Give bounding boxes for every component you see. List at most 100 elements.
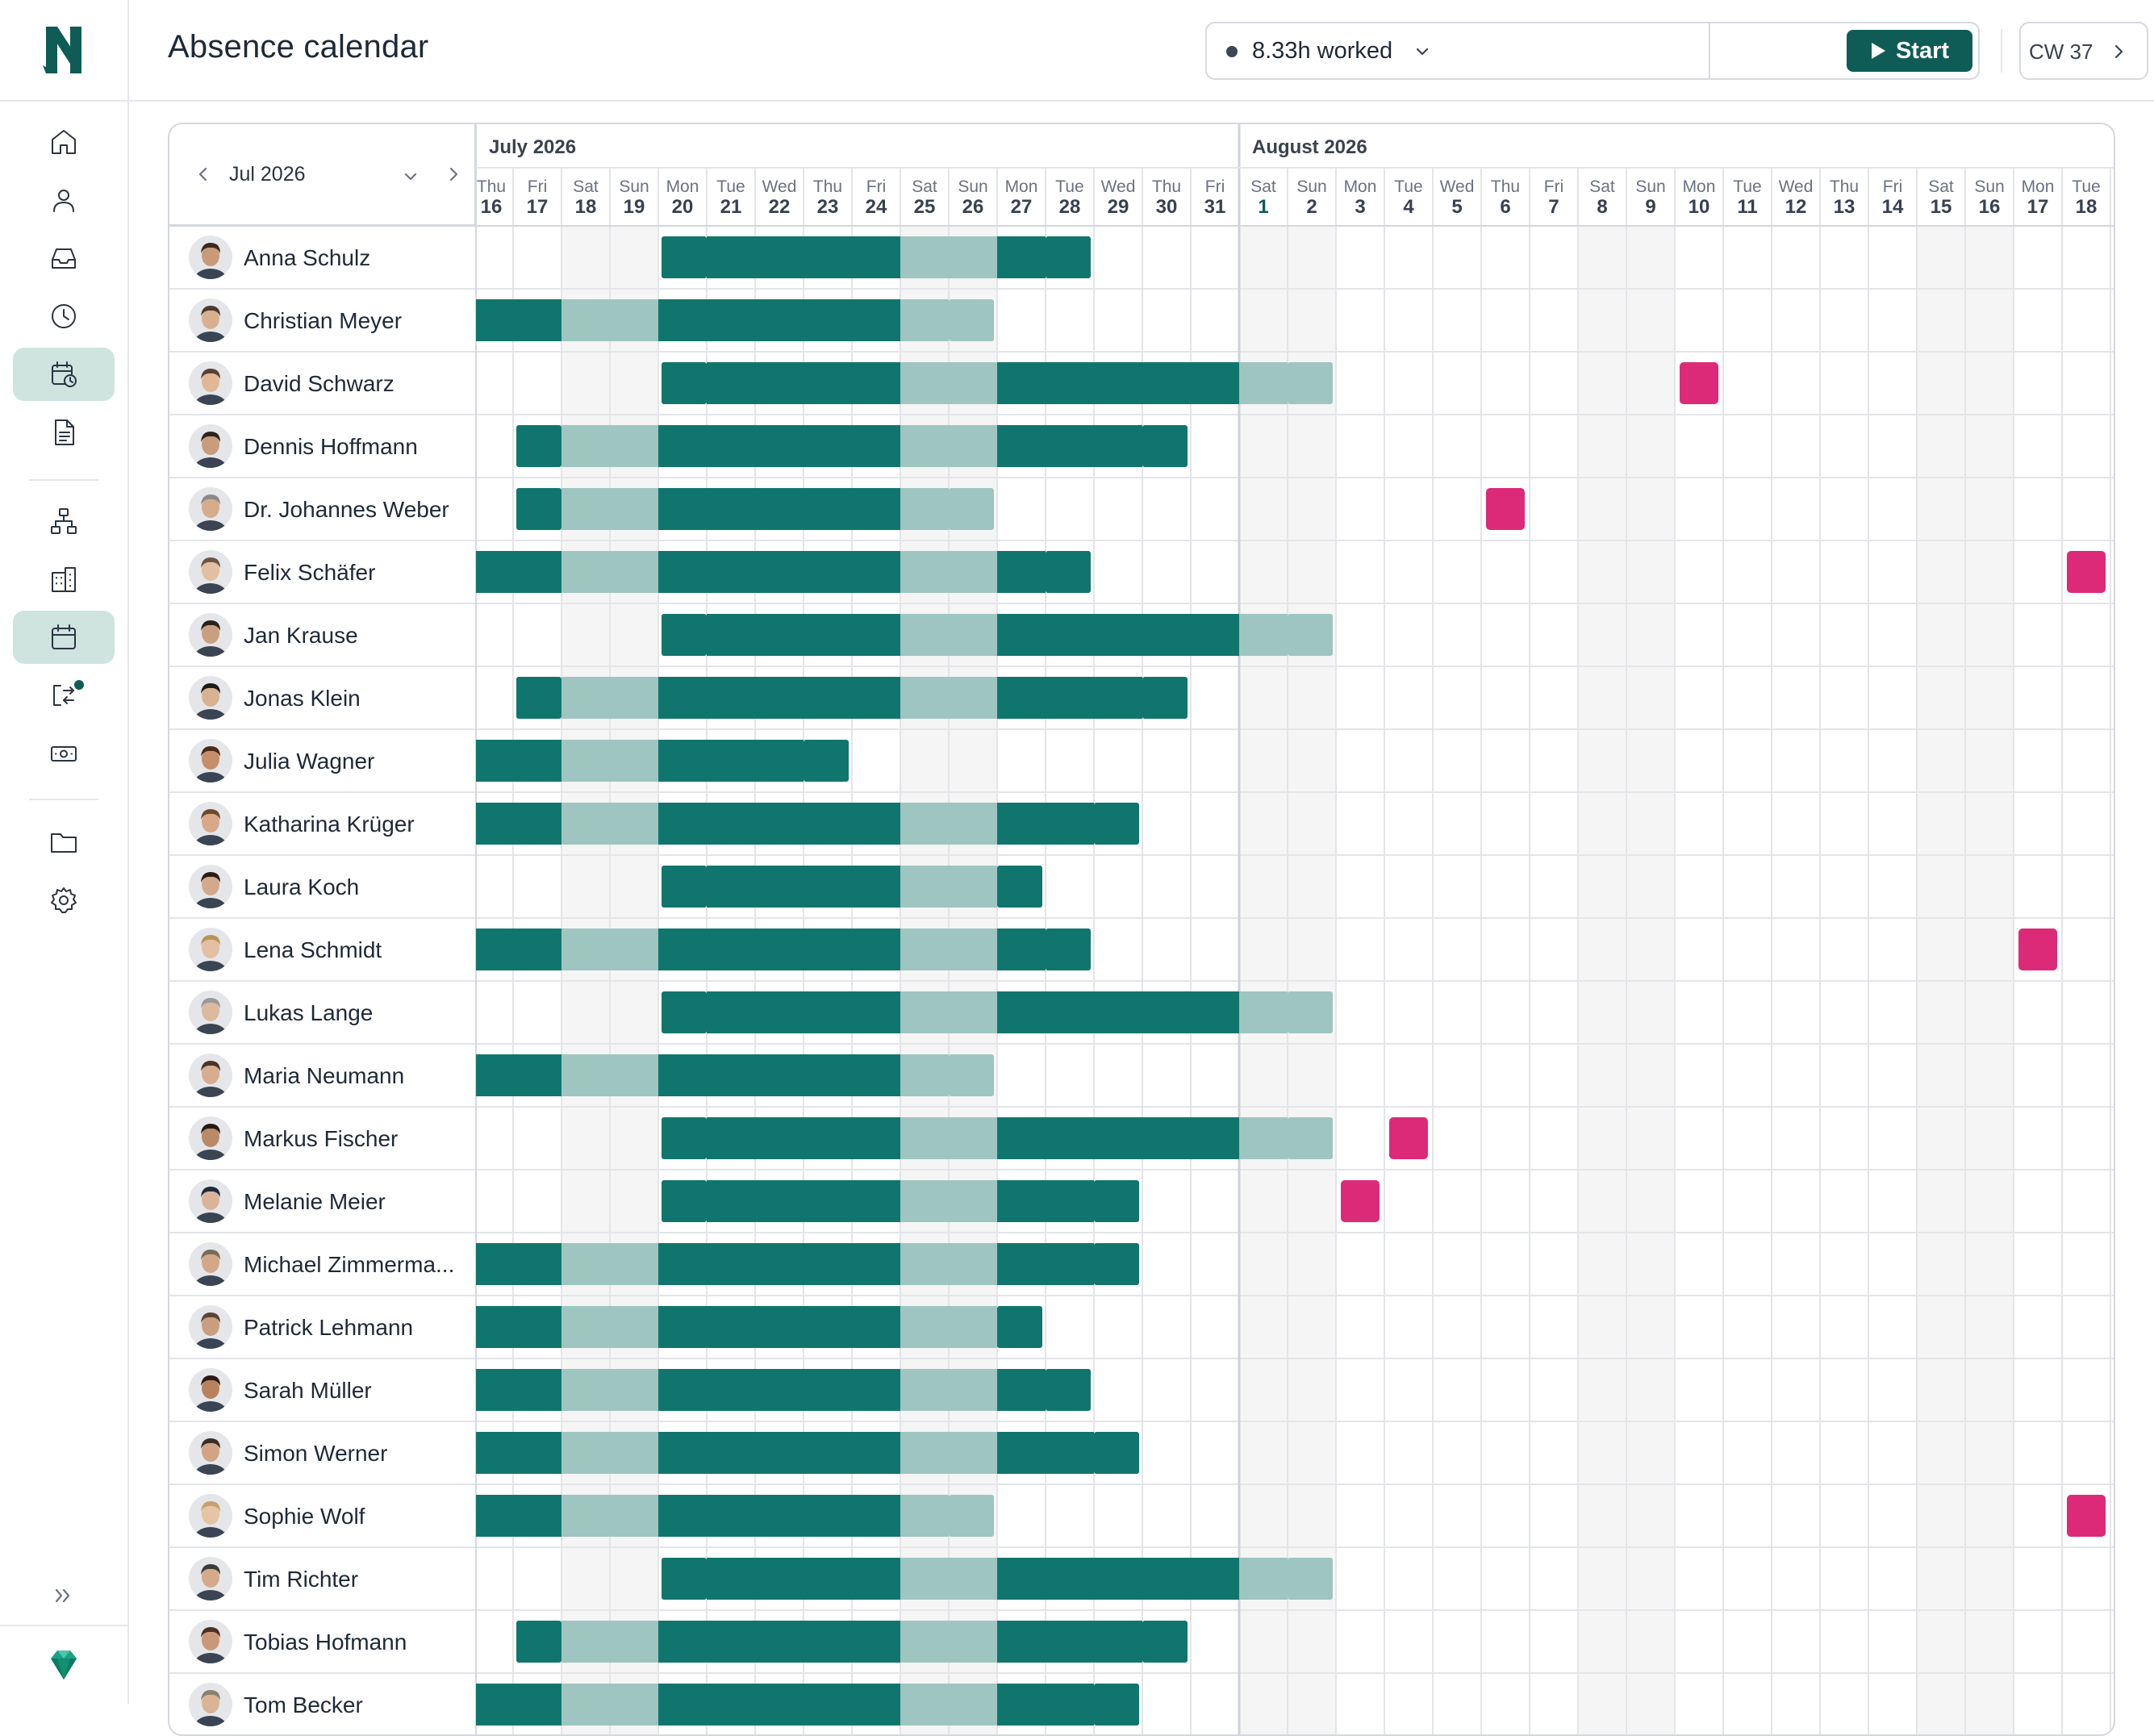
absence-bar-segment[interactable]: [561, 1243, 610, 1285]
absence-bar-segment[interactable]: [707, 866, 755, 908]
absence-bar-segment[interactable]: [949, 551, 997, 593]
absence-bar-segment[interactable]: [476, 299, 513, 341]
sick-day-marker[interactable]: [2067, 1495, 2106, 1537]
absence-bar-segment[interactable]: [900, 236, 949, 278]
absence-bar-segment[interactable]: [610, 1621, 658, 1663]
absence-bar-segment[interactable]: [707, 299, 755, 341]
employee-name[interactable]: Sophie Wolf: [244, 1504, 365, 1529]
absence-bar-segment[interactable]: [1288, 1117, 1333, 1159]
absence-bar-segment[interactable]: [852, 929, 900, 970]
absence-bar-segment[interactable]: [1046, 614, 1094, 656]
absence-bar-segment[interactable]: [1094, 803, 1139, 845]
absence-bar-segment[interactable]: [949, 425, 997, 467]
absence-bar-segment[interactable]: [561, 1369, 610, 1411]
absence-bar-segment[interactable]: [561, 677, 610, 719]
absence-bar-segment[interactable]: [1046, 362, 1094, 404]
chevron-down-icon[interactable]: [1410, 40, 1434, 64]
absence-bar-segment[interactable]: [755, 1306, 804, 1348]
employee-name[interactable]: Michael Zimmerma...: [244, 1252, 455, 1277]
absence-bar-segment[interactable]: [997, 1432, 1046, 1474]
absence-bar-segment[interactable]: [1239, 1558, 1288, 1600]
absence-bar-segment[interactable]: [662, 1180, 707, 1222]
absence-bar-segment[interactable]: [662, 866, 707, 908]
absence-bar-segment[interactable]: [658, 425, 707, 467]
absence-bar-segment[interactable]: [900, 991, 949, 1033]
absence-bar-segment[interactable]: [561, 299, 610, 341]
absence-bar-segment[interactable]: [662, 1558, 707, 1600]
absence-bar-segment[interactable]: [900, 425, 949, 467]
absence-bar-segment[interactable]: [707, 1621, 755, 1663]
sick-day-marker[interactable]: [2067, 551, 2106, 593]
absence-bar-segment[interactable]: [1239, 614, 1288, 656]
absence-bar-segment[interactable]: [949, 299, 994, 341]
sidebar-item-person[interactable]: [13, 173, 115, 227]
absence-bar-segment[interactable]: [852, 362, 900, 404]
absence-bar-segment[interactable]: [755, 1117, 804, 1159]
absence-bar-segment[interactable]: [804, 677, 852, 719]
absence-bar-segment[interactable]: [900, 1684, 949, 1726]
absence-bar-segment[interactable]: [900, 1432, 949, 1474]
absence-bar-segment[interactable]: [476, 929, 513, 970]
absence-bar-segment[interactable]: [997, 614, 1046, 656]
absence-bar-segment[interactable]: [658, 1243, 707, 1285]
absence-bar-segment[interactable]: [755, 1243, 804, 1285]
absence-bar-segment[interactable]: [610, 1684, 658, 1726]
absence-bar-segment[interactable]: [561, 1684, 610, 1726]
absence-bar-segment[interactable]: [707, 740, 755, 782]
employee-name[interactable]: Christian Meyer: [244, 308, 403, 333]
absence-bar-segment[interactable]: [804, 1054, 852, 1096]
absence-bar-segment[interactable]: [1142, 991, 1191, 1033]
absence-bar-segment[interactable]: [476, 740, 513, 782]
employee-name[interactable]: Maria Neumann: [244, 1063, 405, 1088]
absence-bar-segment[interactable]: [997, 551, 1046, 593]
absence-bar-segment[interactable]: [707, 236, 755, 278]
absence-bar-segment[interactable]: [610, 1243, 658, 1285]
absence-bar-segment[interactable]: [949, 362, 997, 404]
absence-bar-segment[interactable]: [852, 551, 900, 593]
absence-bar-segment[interactable]: [997, 1558, 1046, 1600]
absence-bar-segment[interactable]: [852, 677, 900, 719]
absence-bar-segment[interactable]: [561, 1432, 610, 1474]
absence-bar-segment[interactable]: [804, 1684, 852, 1726]
absence-bar-segment[interactable]: [1094, 614, 1142, 656]
absence-bar-segment[interactable]: [476, 1243, 513, 1285]
absence-bar-segment[interactable]: [561, 1621, 610, 1663]
absence-bar-segment[interactable]: [755, 677, 804, 719]
employee-name[interactable]: David Schwarz: [244, 371, 394, 396]
absence-bar-segment[interactable]: [513, 1243, 561, 1285]
absence-bar-segment[interactable]: [755, 299, 804, 341]
absence-bar-segment[interactable]: [1191, 991, 1239, 1033]
absence-bar-segment[interactable]: [997, 677, 1046, 719]
absence-bar-segment[interactable]: [707, 1495, 755, 1537]
employee-name[interactable]: Jan Krause: [244, 623, 358, 648]
absence-bar-segment[interactable]: [997, 803, 1046, 845]
absence-bar-segment[interactable]: [1288, 362, 1333, 404]
absence-bar-segment[interactable]: [1046, 236, 1091, 278]
absence-bar-segment[interactable]: [900, 488, 949, 530]
absence-bar-segment[interactable]: [949, 677, 997, 719]
employee-name[interactable]: Sarah Müller: [244, 1378, 372, 1403]
absence-bar-segment[interactable]: [900, 1243, 949, 1285]
employee-name[interactable]: Melanie Meier: [244, 1189, 386, 1214]
absence-bar-segment[interactable]: [1094, 1117, 1142, 1159]
absence-bar-segment[interactable]: [658, 677, 707, 719]
absence-bar-segment[interactable]: [476, 1684, 513, 1726]
absence-bar-segment[interactable]: [1142, 677, 1188, 719]
absence-bar-segment[interactable]: [513, 299, 561, 341]
absence-bar-segment[interactable]: [1046, 1432, 1094, 1474]
absence-bar-segment[interactable]: [949, 1495, 994, 1537]
employee-name[interactable]: Tom Becker: [244, 1692, 363, 1717]
absence-bar-segment[interactable]: [1046, 1369, 1091, 1411]
absence-bar-segment[interactable]: [900, 929, 949, 970]
absence-bar-segment[interactable]: [852, 488, 900, 530]
absence-bar-segment[interactable]: [662, 991, 707, 1033]
sidebar-item-calendar[interactable]: [13, 611, 115, 664]
absence-bar-segment[interactable]: [658, 1432, 707, 1474]
absence-bar-segment[interactable]: [610, 299, 658, 341]
absence-bar-segment[interactable]: [804, 929, 852, 970]
expand-sidebar-button[interactable]: [47, 1580, 79, 1612]
absence-bar-segment[interactable]: [658, 1621, 707, 1663]
absence-bar-segment[interactable]: [755, 929, 804, 970]
absence-bar-segment[interactable]: [755, 1180, 804, 1222]
absence-bar-segment[interactable]: [658, 1306, 707, 1348]
